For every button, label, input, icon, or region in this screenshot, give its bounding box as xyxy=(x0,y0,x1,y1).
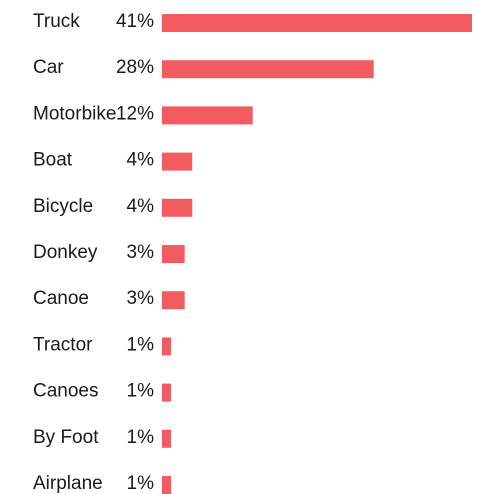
value-label: 28% xyxy=(116,57,154,78)
value-label: 1% xyxy=(127,334,155,355)
value-label: 41% xyxy=(116,11,154,32)
bar-row: Airplane 1% xyxy=(33,473,171,494)
category-label: By Foot xyxy=(33,427,99,448)
bar-row: Tractor 1% xyxy=(33,334,171,355)
bar xyxy=(162,14,472,32)
category-label: Truck xyxy=(33,11,80,32)
bar-row: By Foot 1% xyxy=(33,427,171,448)
value-label: 4% xyxy=(127,150,155,171)
category-label: Canoe xyxy=(33,288,89,309)
value-label: 1% xyxy=(127,473,155,494)
value-label: 12% xyxy=(116,103,154,124)
bar xyxy=(162,383,171,402)
bar xyxy=(162,245,185,263)
bar xyxy=(162,337,171,356)
bar-row: Motorbike 12% xyxy=(33,103,253,124)
bar xyxy=(162,429,171,448)
bar xyxy=(162,106,253,125)
bar xyxy=(162,60,374,79)
bar xyxy=(162,291,185,310)
bar-row: Car 28% xyxy=(33,57,374,78)
category-label: Airplane xyxy=(33,473,103,494)
category-label: Boat xyxy=(33,150,73,171)
category-label: Bicycle xyxy=(33,196,93,217)
value-label: 4% xyxy=(127,196,155,217)
bar-row: Truck 41% xyxy=(33,11,472,32)
bar xyxy=(162,198,193,217)
value-label: 3% xyxy=(127,288,155,309)
bar-row: Donkey 3% xyxy=(33,242,185,263)
value-label: 3% xyxy=(127,242,155,263)
bar-row: Canoe 3% xyxy=(33,288,185,309)
bar-row: Canoes 1% xyxy=(33,381,171,402)
bar-row: Boat 4% xyxy=(33,150,193,171)
category-label: Donkey xyxy=(33,242,98,263)
value-label: 1% xyxy=(127,381,155,402)
category-label: Motorbike xyxy=(33,103,116,124)
bar xyxy=(162,152,193,171)
category-label: Tractor xyxy=(33,334,93,355)
value-label: 1% xyxy=(127,427,155,448)
category-label: Canoes xyxy=(33,381,99,402)
bar-row: Bicycle 4% xyxy=(33,196,193,217)
chart-rows: Truck 41% Car 28% Motorbike 12% Boat 4% Bicycle 4… xyxy=(33,11,472,494)
category-label: Car xyxy=(33,57,64,78)
bar xyxy=(162,476,171,494)
